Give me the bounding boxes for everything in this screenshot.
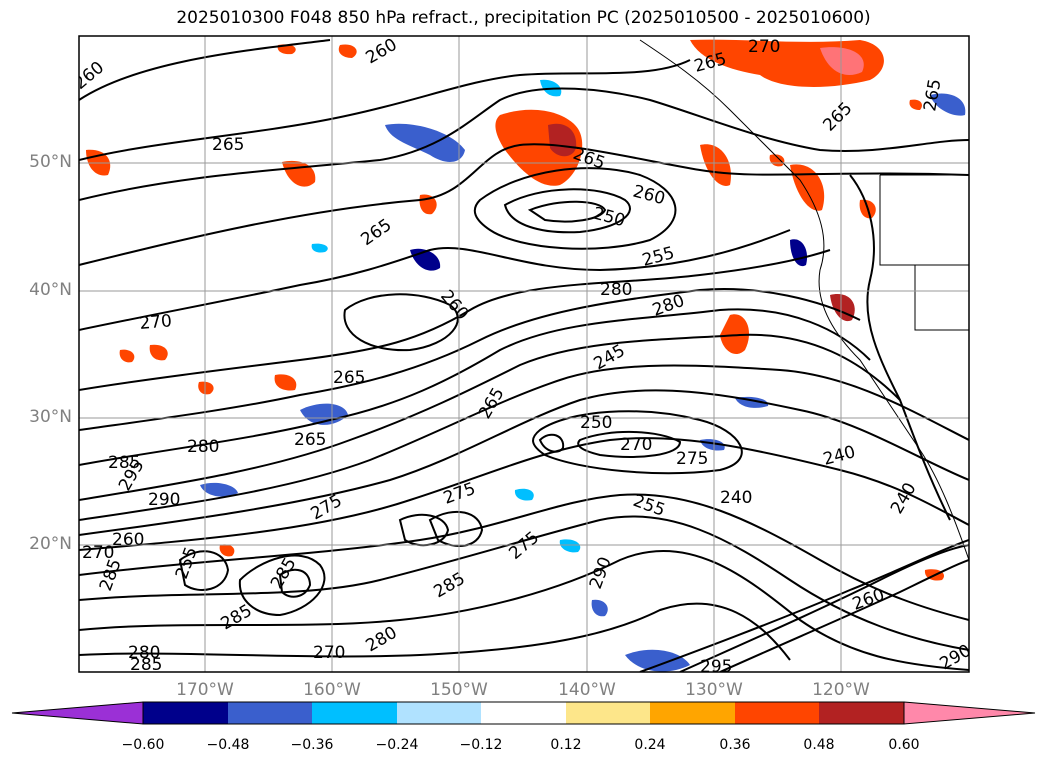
- colorbar-tick-label: −0.36: [290, 737, 334, 753]
- colorbar-segment: [143, 702, 228, 724]
- lat-label: 20°N: [29, 534, 72, 554]
- contour-label: 265: [692, 49, 729, 77]
- contour-label: 265: [212, 135, 244, 155]
- contour-label: 280: [128, 643, 160, 663]
- contour-label: 260: [436, 286, 472, 324]
- lon-label: 150°W: [430, 680, 488, 700]
- contour-label: 270: [82, 543, 114, 563]
- contour-label: 255: [172, 544, 202, 581]
- contour-label: 285: [130, 655, 162, 675]
- contour-label: 285: [431, 569, 469, 603]
- graticule: [79, 36, 969, 672]
- contour-label: 260: [363, 35, 401, 69]
- contour-label: 290: [586, 554, 616, 591]
- colorbar-frame: [142, 701, 905, 725]
- contour-label: 260: [70, 58, 108, 94]
- lon-label: 160°W: [303, 680, 361, 700]
- contour-label: 280: [363, 623, 401, 657]
- lat-label: 50°N: [29, 152, 72, 172]
- colorbar-tick-label: 0.36: [719, 737, 751, 753]
- contour-label: 255: [640, 243, 677, 271]
- contour-label: 250: [580, 413, 612, 433]
- colorbar: [11, 701, 1036, 725]
- contour-label: 280: [187, 437, 219, 457]
- contour-label: 240: [887, 479, 921, 517]
- colorbar-segment: [228, 702, 312, 724]
- colorbar-tick-label: 0.60: [888, 737, 920, 753]
- contour-label: 265: [333, 368, 365, 388]
- contour-label: 295: [700, 657, 732, 677]
- contour-label: 265: [475, 384, 509, 422]
- contour-label: 285: [108, 453, 140, 473]
- lon-label: 120°W: [812, 680, 870, 700]
- colorbar-tick-label: −0.24: [375, 737, 419, 753]
- contour-label: 280: [600, 280, 632, 300]
- colorbar-segment: [819, 702, 904, 724]
- contour-label: 265: [357, 215, 395, 250]
- contour-label: 265: [294, 430, 326, 450]
- colorbar-segment: [312, 702, 397, 724]
- colorbar-tick-label: 0.12: [550, 737, 582, 753]
- contour-label: 275: [441, 479, 478, 509]
- coastline: [639, 39, 969, 561]
- colorbar-segment: [735, 702, 819, 724]
- map-content: 260 265 260 270 265 265 265 265 260 250 …: [70, 35, 969, 677]
- colorbar-segment: [397, 702, 481, 724]
- lon-label: 130°W: [685, 680, 743, 700]
- lon-label: 140°W: [558, 680, 616, 700]
- map-frame: [78, 35, 970, 673]
- contour-label: 265: [819, 98, 856, 135]
- colorbar-segment: [481, 702, 566, 724]
- colorbar-tick-label: 0.48: [803, 737, 835, 753]
- contour-label: 275: [676, 449, 708, 469]
- contour-label: 270: [313, 643, 345, 663]
- colorbar-tick-label: 0.24: [634, 737, 666, 753]
- contour-label: 240: [720, 488, 752, 508]
- contour-label: 260: [850, 585, 887, 615]
- contour-label: 275: [505, 528, 543, 564]
- colorbar-segment: [903, 701, 1036, 725]
- colorbar-segment: [11, 701, 144, 725]
- contour-label: 270: [139, 311, 173, 334]
- contour-label: 250: [591, 204, 628, 232]
- lat-label: 40°N: [29, 280, 72, 300]
- lon-label: 170°W: [176, 680, 234, 700]
- contour-label: 240: [821, 442, 858, 470]
- colorbar-segment: [566, 702, 650, 724]
- colorbar-segment: [650, 702, 735, 724]
- colorbar-tick-label: −0.48: [206, 737, 250, 753]
- contour-label: 270: [748, 37, 780, 57]
- colorbar-tick-label: −0.60: [121, 737, 165, 753]
- contour-label: 270: [620, 435, 652, 455]
- map-title: 2025010300 F048 850 hPa refract., precip…: [176, 8, 871, 28]
- contour-label: 290: [148, 490, 180, 510]
- contour-label: 260: [112, 530, 144, 550]
- lat-label: 30°N: [29, 407, 72, 427]
- colorbar-tick-label: −0.12: [459, 737, 503, 753]
